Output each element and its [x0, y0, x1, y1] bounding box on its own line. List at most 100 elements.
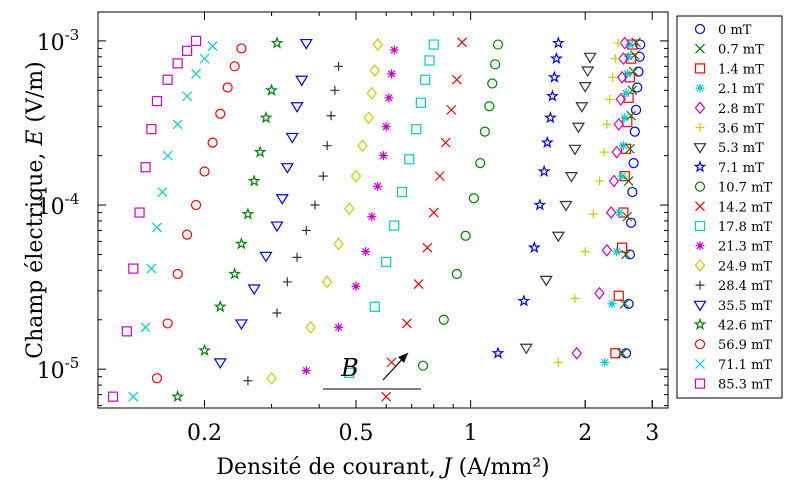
data-point: [134, 207, 145, 218]
legend-marker-icon: [694, 378, 706, 389]
data-point: [468, 193, 479, 204]
data-point: [215, 108, 226, 119]
legend-marker-icon: [694, 63, 706, 74]
data-point: [228, 267, 242, 280]
data-point: [568, 144, 582, 156]
legend-label: 2.1 mT: [718, 82, 764, 97]
data-point: [451, 268, 462, 280]
legend-label: 3.6 mT: [718, 122, 764, 137]
data-point: [198, 343, 211, 356]
data-point: [305, 320, 316, 334]
data-point: [151, 95, 163, 107]
data-point: [351, 281, 361, 291]
data-point: [241, 207, 255, 220]
data-point: [222, 82, 233, 93]
data-point: [428, 207, 439, 218]
data-point: [378, 151, 388, 161]
legend-marker-icon: [693, 160, 707, 173]
legend-item: 24.9 mT: [694, 258, 772, 274]
data-point: [140, 322, 151, 333]
data-point: [182, 229, 193, 240]
data-point: [630, 104, 642, 115]
legend-item: 1.4 mT: [694, 62, 764, 77]
data-point: [259, 111, 273, 124]
data-point: [621, 88, 631, 98]
data-point: [549, 51, 563, 65]
data-point: [207, 137, 218, 148]
data-point: [632, 82, 643, 93]
series-0-mt: [620, 39, 646, 359]
legend-item: 14.2 mT: [695, 200, 772, 215]
legend-marker-icon: [694, 101, 706, 115]
legend-box: [676, 15, 783, 399]
data-point: [624, 52, 634, 62]
legend-item: 85.3 mT: [694, 378, 772, 393]
data-point: [633, 66, 644, 77]
data-point: [369, 301, 380, 312]
legend-item: 2.8 mT: [694, 101, 764, 117]
data-point: [389, 45, 399, 55]
data-point: [234, 319, 248, 331]
legend-label: 35.5 mT: [718, 299, 772, 314]
legend-marker-icon: [694, 220, 706, 232]
data-point: [415, 97, 426, 108]
data-point: [266, 371, 277, 385]
data-point: [571, 122, 586, 134]
legend-marker-icon: [695, 241, 705, 251]
data-point: [617, 242, 628, 253]
data-point: [326, 111, 336, 121]
data-point: [583, 52, 597, 64]
data-point: [492, 39, 504, 50]
data-point: [290, 102, 304, 113]
data-point: [318, 171, 328, 181]
data-point: [629, 126, 640, 137]
x-tick-label: 3: [645, 421, 659, 446]
data-point: [625, 40, 635, 50]
data-point: [605, 206, 617, 219]
series-56-9-mt: [151, 43, 247, 384]
data-point: [182, 91, 193, 102]
y-axis-label: Champ électrique, E (V/m): [23, 61, 48, 359]
data-point: [578, 82, 592, 93]
arrow-head-icon: [398, 353, 408, 363]
data-point: [172, 119, 183, 130]
series-17-8-mt: [344, 39, 439, 378]
legend-marker-icon: [694, 339, 706, 350]
data-point: [381, 391, 392, 402]
legend-marker-icon: [694, 181, 706, 192]
data-point: [404, 154, 415, 165]
data-point: [620, 113, 630, 123]
data-point: [361, 247, 371, 257]
data-point: [543, 111, 557, 124]
data-point: [387, 69, 397, 79]
data-point: [372, 38, 383, 52]
data-point: [207, 41, 218, 51]
legend-item: 56.9 mT: [694, 338, 772, 353]
data-point: [157, 187, 168, 197]
legend-marker-icon: [695, 280, 705, 290]
legend-marker-icon: [693, 300, 707, 312]
data-point: [182, 45, 193, 56]
series-42-6-mt: [171, 36, 284, 403]
y-tick-label: 10-5: [37, 354, 80, 384]
data-point: [608, 174, 620, 188]
data-point: [628, 66, 639, 77]
data-point: [389, 220, 400, 231]
data-point: [350, 169, 362, 183]
data-point: [330, 85, 340, 95]
data-point: [152, 222, 162, 233]
series-21-3-mt: [301, 45, 399, 376]
legend-label: 7.1 mT: [718, 161, 764, 176]
series-71-1-mt: [128, 41, 218, 402]
data-point: [610, 348, 621, 359]
data-point: [199, 166, 210, 177]
data-point: [172, 268, 183, 280]
data-point: [617, 171, 627, 181]
data-point: [396, 186, 408, 198]
data-point: [545, 89, 559, 102]
legend-item: 71.1 mT: [695, 358, 772, 373]
data-point: [172, 58, 183, 69]
series-28-4-mt: [243, 61, 344, 386]
data-point: [280, 163, 294, 174]
